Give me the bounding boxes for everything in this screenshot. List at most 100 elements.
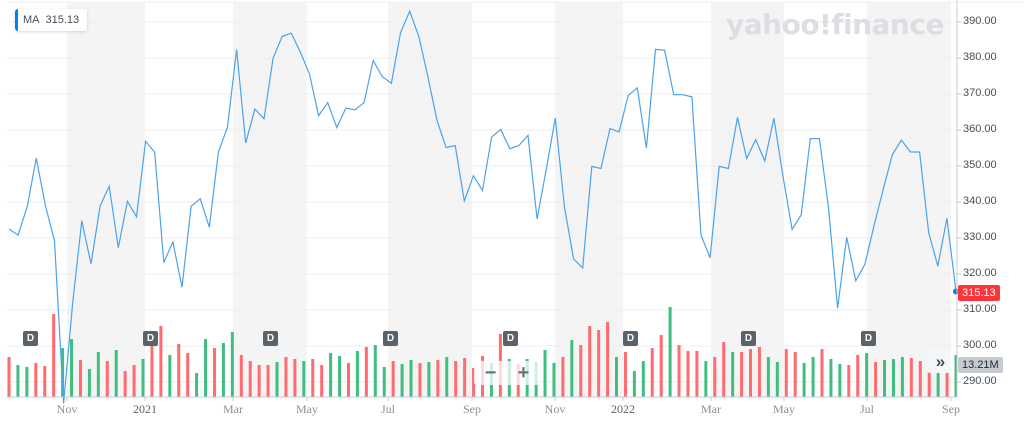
volume-bar — [186, 353, 190, 397]
volume-bar — [70, 339, 74, 397]
volume-bar — [632, 371, 636, 397]
volume-bar — [159, 326, 163, 397]
volume-bar — [87, 369, 91, 397]
volume-bar — [382, 367, 386, 397]
volume-bar — [802, 363, 806, 397]
dividend-marker[interactable]: D — [861, 331, 876, 346]
volume-bar — [34, 363, 38, 397]
x-tick-label: Mar — [223, 402, 243, 416]
volume-bar — [561, 357, 565, 397]
volume-bar — [668, 307, 672, 397]
volume-bar — [436, 360, 440, 397]
volume-bar — [25, 367, 29, 397]
volume-bar — [275, 362, 279, 397]
volume-bar — [454, 361, 458, 397]
volume-bar — [740, 352, 744, 397]
volume-bar — [704, 361, 708, 397]
dividend-marker[interactable]: D — [263, 331, 278, 346]
zoom-in-button[interactable]: + — [517, 362, 530, 384]
y-tick-label: 320.00 — [963, 267, 997, 279]
volume-bar — [900, 357, 904, 397]
volume-bar — [838, 364, 842, 397]
volume-bar — [373, 345, 377, 397]
indicator-label: MA — [23, 14, 40, 26]
volume-bar — [7, 357, 11, 397]
x-tick-label: Nov — [544, 402, 566, 416]
dividend-marker[interactable]: D — [143, 331, 158, 346]
volume-bar — [954, 355, 958, 397]
dividend-marker[interactable]: D — [623, 331, 638, 346]
y-tick-label: 390.00 — [963, 15, 997, 27]
zoom-controls: − + — [474, 361, 540, 385]
volume-bar — [829, 359, 833, 397]
dividend-marker[interactable]: D — [503, 331, 518, 346]
last-volume-flag: 13.21M — [958, 357, 1003, 373]
volume-bar — [874, 362, 878, 397]
volume-bar — [909, 358, 913, 397]
volume-bar — [784, 349, 788, 397]
volume-bar — [293, 359, 297, 397]
volume-bar — [195, 373, 199, 397]
volume-bar — [230, 332, 234, 397]
y-tick-label: 380.00 — [963, 51, 997, 63]
x-tick-label: Nov — [56, 402, 78, 416]
scroll-to-latest-button[interactable]: » — [927, 351, 951, 373]
volume-bar — [856, 355, 860, 397]
volume-bar — [302, 361, 306, 397]
indicator-badge[interactable]: MA 315.13 — [15, 9, 88, 31]
y-tick-label: 310.00 — [963, 303, 997, 315]
volume-bar — [650, 348, 654, 397]
volume-bar — [713, 357, 717, 397]
volume-bar — [570, 340, 574, 397]
volume-bar — [141, 359, 145, 397]
volume-bar — [400, 364, 404, 397]
volume-bar — [623, 352, 627, 397]
volume-bar — [248, 361, 252, 397]
volume-bar — [588, 326, 592, 397]
volume-bar — [820, 349, 824, 397]
volume-bar — [212, 348, 216, 397]
volume-bar — [847, 365, 851, 397]
volume-bar — [418, 363, 422, 397]
volume-bar — [355, 351, 359, 397]
volume-bar — [364, 347, 368, 397]
volume-bar — [284, 357, 288, 397]
y-tick-label: 300.00 — [963, 339, 997, 351]
volume-bar — [543, 350, 547, 397]
volume-bar — [606, 322, 610, 397]
volume-bar — [114, 350, 118, 397]
volume-bar — [96, 352, 100, 397]
period-band — [67, 3, 145, 397]
volume-bar — [695, 351, 699, 397]
x-tick-label: Jul — [859, 402, 875, 416]
volume-bar — [865, 353, 869, 397]
volume-bar — [427, 362, 431, 397]
volume-bar — [579, 345, 583, 397]
period-band — [867, 3, 951, 397]
volume-bar — [329, 353, 333, 397]
volume-bar — [615, 357, 619, 397]
y-tick-label: 370.00 — [963, 87, 997, 99]
x-tick-label: Sep — [463, 402, 481, 416]
gridlines — [7, 21, 961, 383]
volume-bar — [239, 355, 243, 397]
volume-bar — [311, 359, 315, 397]
volume-bar — [177, 344, 181, 397]
yahoo-finance-watermark: yahoo!finance — [726, 8, 944, 41]
dividend-marker[interactable]: D — [741, 331, 756, 346]
period-band — [388, 3, 472, 397]
volume-bar — [266, 365, 270, 397]
volume-bar — [445, 357, 449, 397]
y-tick-label: 290.00 — [963, 375, 997, 387]
dividend-marker[interactable]: D — [383, 331, 398, 346]
x-tick-label: 2021 — [133, 402, 157, 416]
volume-bar — [257, 365, 261, 397]
x-tick-label: May — [773, 402, 795, 416]
volume-bar — [43, 366, 47, 397]
volume-bar — [927, 369, 931, 397]
volume-bar — [61, 348, 65, 397]
zoom-out-button[interactable]: − — [484, 362, 497, 384]
dividend-marker[interactable]: D — [23, 331, 38, 346]
volume-bar — [409, 360, 413, 397]
volume-bar — [391, 361, 395, 397]
